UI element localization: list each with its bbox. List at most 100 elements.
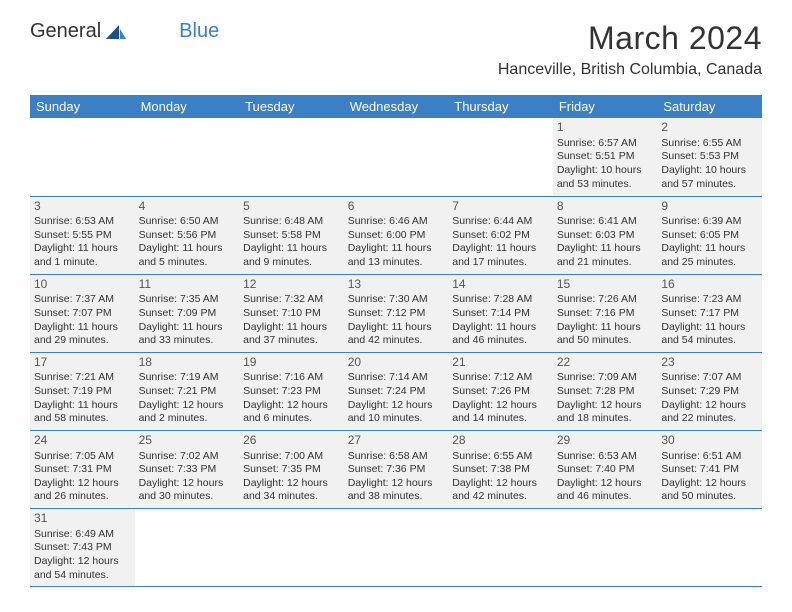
cell-line: Sunrise: 7:28 AM — [452, 293, 549, 307]
cell-line: and 46 minutes. — [452, 334, 549, 348]
day-header: Friday — [553, 95, 658, 118]
calendar-cell: 2Sunrise: 6:55 AMSunset: 5:53 PMDaylight… — [657, 118, 762, 196]
day-number: 3 — [34, 199, 131, 215]
cell-line: Sunset: 7:41 PM — [661, 463, 758, 477]
day-number: 30 — [661, 433, 758, 449]
day-header: Wednesday — [344, 95, 449, 118]
calendar-cell: 20Sunrise: 7:14 AMSunset: 7:24 PMDayligh… — [344, 352, 449, 430]
calendar-cell — [135, 509, 240, 587]
cell-line: Daylight: 12 hours — [452, 477, 549, 491]
cell-line: and 54 minutes. — [661, 334, 758, 348]
cell-line: Sunset: 7:43 PM — [34, 541, 131, 555]
header: General Blue March 2024 Hanceville, Brit… — [0, 0, 792, 87]
day-number: 18 — [139, 355, 236, 371]
cell-line: Daylight: 12 hours — [661, 399, 758, 413]
calendar-cell — [135, 118, 240, 196]
calendar-cell — [344, 118, 449, 196]
cell-line: and 54 minutes. — [34, 569, 131, 583]
cell-line: Daylight: 12 hours — [139, 477, 236, 491]
calendar-cell: 30Sunrise: 6:51 AMSunset: 7:41 PMDayligh… — [657, 430, 762, 508]
cell-line: Sunrise: 7:00 AM — [243, 450, 340, 464]
calendar-row: 1Sunrise: 6:57 AMSunset: 5:51 PMDaylight… — [30, 118, 762, 196]
cell-line: Sunset: 7:17 PM — [661, 307, 758, 321]
day-number: 23 — [661, 355, 758, 371]
cell-line: and 38 minutes. — [348, 490, 445, 504]
cell-line: Sunrise: 6:46 AM — [348, 215, 445, 229]
cell-line: and 21 minutes. — [557, 256, 654, 270]
cell-line: Daylight: 11 hours — [243, 242, 340, 256]
calendar-cell: 28Sunrise: 6:55 AMSunset: 7:38 PMDayligh… — [448, 430, 553, 508]
cell-line: Sunrise: 6:41 AM — [557, 215, 654, 229]
cell-line: Sunrise: 7:02 AM — [139, 450, 236, 464]
day-number: 1 — [557, 120, 654, 136]
calendar-cell: 5Sunrise: 6:48 AMSunset: 5:58 PMDaylight… — [239, 196, 344, 274]
cell-line: Sunset: 7:40 PM — [557, 463, 654, 477]
cell-line: Daylight: 11 hours — [452, 242, 549, 256]
cell-line: Sunset: 7:21 PM — [139, 385, 236, 399]
day-number: 5 — [243, 199, 340, 215]
cell-line: Sunset: 7:14 PM — [452, 307, 549, 321]
day-header: Thursday — [448, 95, 553, 118]
day-header: Sunday — [30, 95, 135, 118]
cell-line: Daylight: 11 hours — [34, 321, 131, 335]
day-number: 7 — [452, 199, 549, 215]
calendar-row: 31Sunrise: 6:49 AMSunset: 7:43 PMDayligh… — [30, 509, 762, 587]
cell-line: Sunrise: 7:30 AM — [348, 293, 445, 307]
cell-line: Daylight: 11 hours — [34, 399, 131, 413]
title-block: March 2024 Hanceville, British Columbia,… — [498, 20, 762, 79]
calendar-cell: 21Sunrise: 7:12 AMSunset: 7:26 PMDayligh… — [448, 352, 553, 430]
cell-line: Sunset: 7:28 PM — [557, 385, 654, 399]
brand-part2: Blue — [179, 20, 219, 43]
calendar-cell: 14Sunrise: 7:28 AMSunset: 7:14 PMDayligh… — [448, 274, 553, 352]
calendar-row: 17Sunrise: 7:21 AMSunset: 7:19 PMDayligh… — [30, 352, 762, 430]
calendar-cell: 17Sunrise: 7:21 AMSunset: 7:19 PMDayligh… — [30, 352, 135, 430]
cell-line: Daylight: 11 hours — [348, 321, 445, 335]
cell-line: Sunrise: 7:32 AM — [243, 293, 340, 307]
cell-line: Daylight: 11 hours — [139, 242, 236, 256]
cell-line: Sunrise: 6:39 AM — [661, 215, 758, 229]
brand-part1: General — [30, 20, 101, 43]
cell-line: Daylight: 11 hours — [661, 321, 758, 335]
calendar-cell: 3Sunrise: 6:53 AMSunset: 5:55 PMDaylight… — [30, 196, 135, 274]
cell-line: Sunrise: 6:53 AM — [557, 450, 654, 464]
calendar-cell: 13Sunrise: 7:30 AMSunset: 7:12 PMDayligh… — [344, 274, 449, 352]
cell-line: Sunset: 7:33 PM — [139, 463, 236, 477]
cell-line: Sunset: 5:53 PM — [661, 150, 758, 164]
cell-line: Sunset: 7:31 PM — [34, 463, 131, 477]
cell-line: Sunrise: 7:19 AM — [139, 371, 236, 385]
sail-icon — [105, 23, 127, 41]
cell-line: Sunrise: 7:09 AM — [557, 371, 654, 385]
cell-line: Sunrise: 7:16 AM — [243, 371, 340, 385]
cell-line: Sunset: 6:03 PM — [557, 229, 654, 243]
cell-line: Daylight: 12 hours — [557, 399, 654, 413]
cell-line: Sunrise: 6:53 AM — [34, 215, 131, 229]
calendar-cell: 11Sunrise: 7:35 AMSunset: 7:09 PMDayligh… — [135, 274, 240, 352]
cell-line: Sunrise: 6:44 AM — [452, 215, 549, 229]
calendar-cell: 1Sunrise: 6:57 AMSunset: 5:51 PMDaylight… — [553, 118, 658, 196]
day-number: 15 — [557, 277, 654, 293]
day-number: 25 — [139, 433, 236, 449]
cell-line: Sunrise: 7:07 AM — [661, 371, 758, 385]
cell-line: and 53 minutes. — [557, 178, 654, 192]
cell-line: and 9 minutes. — [243, 256, 340, 270]
day-number: 26 — [243, 433, 340, 449]
calendar-cell: 9Sunrise: 6:39 AMSunset: 6:05 PMDaylight… — [657, 196, 762, 274]
cell-line: Sunset: 5:58 PM — [243, 229, 340, 243]
cell-line: Sunrise: 6:58 AM — [348, 450, 445, 464]
cell-line: and 57 minutes. — [661, 178, 758, 192]
cell-line: Sunset: 7:36 PM — [348, 463, 445, 477]
calendar-cell — [448, 509, 553, 587]
cell-line: Sunrise: 6:49 AM — [34, 528, 131, 542]
cell-line: and 14 minutes. — [452, 412, 549, 426]
cell-line: Sunset: 7:12 PM — [348, 307, 445, 321]
cell-line: Daylight: 11 hours — [557, 242, 654, 256]
cell-line: and 25 minutes. — [661, 256, 758, 270]
day-header: Tuesday — [239, 95, 344, 118]
cell-line: Daylight: 12 hours — [661, 477, 758, 491]
cell-line: and 58 minutes. — [34, 412, 131, 426]
cell-line: Sunset: 7:09 PM — [139, 307, 236, 321]
calendar-cell: 6Sunrise: 6:46 AMSunset: 6:00 PMDaylight… — [344, 196, 449, 274]
cell-line: and 42 minutes. — [452, 490, 549, 504]
cell-line: Sunrise: 7:23 AM — [661, 293, 758, 307]
calendar-table: SundayMondayTuesdayWednesdayThursdayFrid… — [30, 95, 762, 587]
